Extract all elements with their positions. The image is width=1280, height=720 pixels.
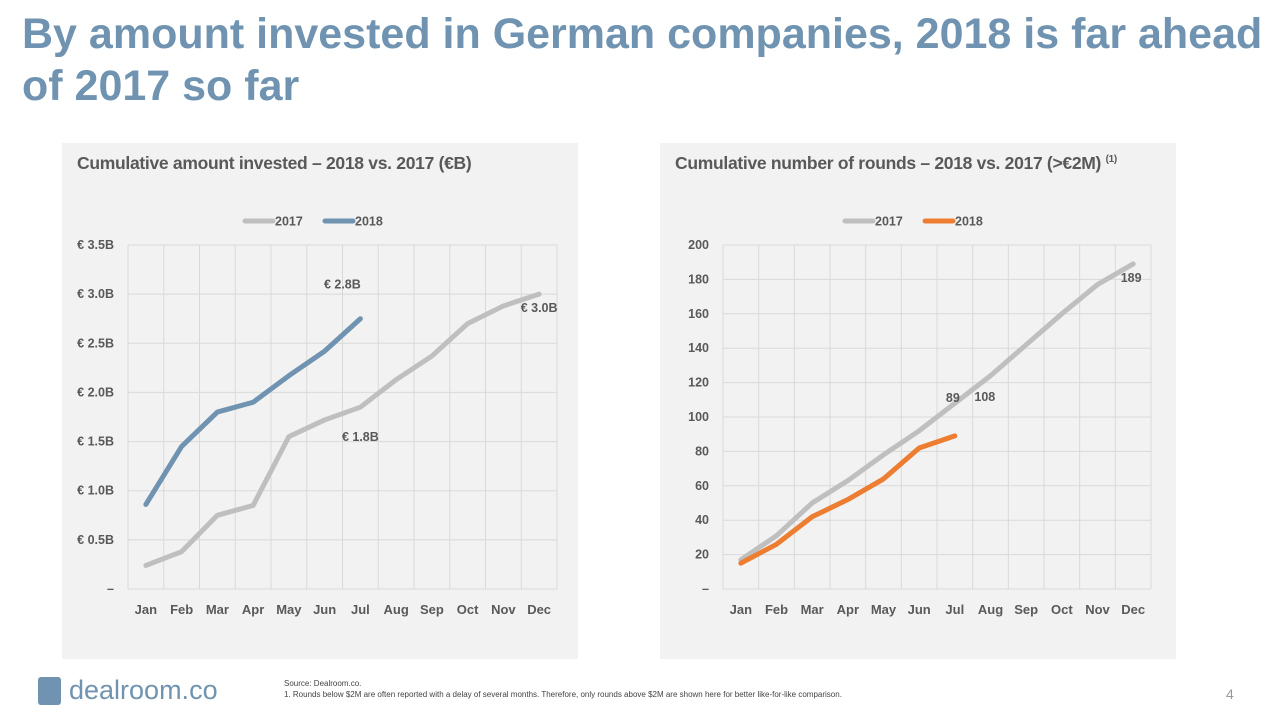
footnote-text: 1. Rounds below $2M are often reported w… — [284, 690, 842, 699]
x-tick-label: Oct — [457, 602, 479, 617]
x-tick-label: Nov — [491, 602, 516, 617]
logo-text: dealroom.co — [69, 675, 218, 705]
data-label: 89 — [946, 391, 960, 405]
x-tick-label: Oct — [1051, 602, 1073, 617]
footnote-marker: (1) — [1105, 154, 1118, 166]
data-label: € 2.8B — [324, 278, 361, 292]
series-line-2018 — [143, 316, 363, 507]
chart-title: Cumulative amount invested – 2018 vs. 20… — [77, 153, 472, 173]
y-tick-label: € 1.5B — [77, 435, 114, 449]
y-tick-label: 140 — [688, 341, 709, 355]
data-label: 189 — [1121, 271, 1142, 285]
series-line-2017 — [143, 291, 542, 568]
y-tick-label: 180 — [688, 272, 709, 286]
data-label: € 1.8B — [342, 430, 379, 444]
x-tick-label: Jun — [313, 602, 336, 617]
x-tick-label: Aug — [383, 602, 408, 617]
chart-title-text: Cumulative number of rounds – 2018 vs. 2… — [675, 153, 1102, 173]
x-tick-label: Dec — [527, 602, 551, 617]
y-tick-label: € 2.5B — [77, 336, 114, 350]
rounds-count-plot: – 20 40 60 80 100 120 140 160 180 200 Jan Feb Mar Apr M… — [688, 215, 1152, 617]
amount-invested-plot: – € 0.5B € 1.0B € 1.5B € 2.0B € 2.5B € 3.0B € 3… — [77, 215, 558, 618]
x-tick-label: Sep — [1014, 602, 1038, 617]
chart-title: Cumulative number of rounds – 2018 vs. 2… — [675, 153, 1117, 174]
x-tick-label: Apr — [837, 602, 859, 617]
x-tick-label: May — [276, 602, 302, 617]
x-tick-label: Feb — [765, 602, 788, 617]
x-tick-label: Aug — [978, 602, 1003, 617]
y-tick-label: € 3.5B — [77, 238, 114, 252]
y-tick-label: € 3.0B — [77, 287, 114, 301]
y-tick-label: 20 — [695, 548, 709, 562]
x-tick-label: Jul — [945, 602, 964, 617]
amount-invested-chart: Cumulative amount invested – 2018 vs. 20… — [62, 143, 578, 659]
data-label: 108 — [974, 390, 995, 404]
logo-chart-icon — [38, 676, 61, 705]
x-tick-label: Mar — [206, 602, 229, 617]
x-tick-label: Mar — [801, 602, 824, 617]
source-text: Source: Dealroom.co. — [284, 679, 362, 688]
legend-label-2017: 2017 — [875, 215, 903, 229]
y-tick-label: 200 — [688, 238, 709, 252]
x-tick-label: Apr — [242, 602, 264, 617]
y-tick-label: 120 — [688, 376, 709, 390]
y-tick-label: € 1.0B — [77, 484, 114, 498]
x-tick-label: Jan — [730, 602, 752, 617]
y-tick-label: € 0.5B — [77, 533, 114, 547]
page-number: 4 — [1226, 686, 1234, 702]
dealroom-logo: dealroom.co — [38, 675, 218, 706]
legend-label-2017: 2017 — [275, 215, 303, 229]
x-tick-label: Sep — [420, 602, 444, 617]
slide-title: By amount invested in German companies, … — [22, 10, 1263, 110]
x-tick-label: Jul — [351, 602, 370, 617]
footer-notes: Source: Dealroom.co. 1. Rounds below $2M… — [284, 678, 842, 700]
data-label: € 3.0B — [521, 301, 558, 315]
legend-label-2018: 2018 — [955, 215, 983, 229]
y-tick-label: 60 — [695, 479, 709, 493]
y-tick-label: – — [702, 582, 709, 596]
x-tick-label: Nov — [1085, 602, 1110, 617]
x-tick-label: Jan — [135, 602, 157, 617]
y-tick-label: – — [107, 582, 114, 596]
y-tick-label: 100 — [688, 410, 709, 424]
x-tick-label: Feb — [170, 602, 193, 617]
series-line-2017 — [738, 261, 1136, 563]
y-tick-label: 160 — [688, 307, 709, 321]
legend-label-2018: 2018 — [355, 215, 383, 229]
x-tick-label: Jun — [908, 602, 931, 617]
y-tick-label: 80 — [695, 444, 709, 458]
y-tick-label: 40 — [695, 513, 709, 527]
y-tick-label: € 2.0B — [77, 385, 114, 399]
x-tick-label: May — [871, 602, 897, 617]
rounds-count-chart: Cumulative number of rounds – 2018 vs. 2… — [660, 143, 1176, 659]
x-tick-label: Dec — [1121, 602, 1145, 617]
